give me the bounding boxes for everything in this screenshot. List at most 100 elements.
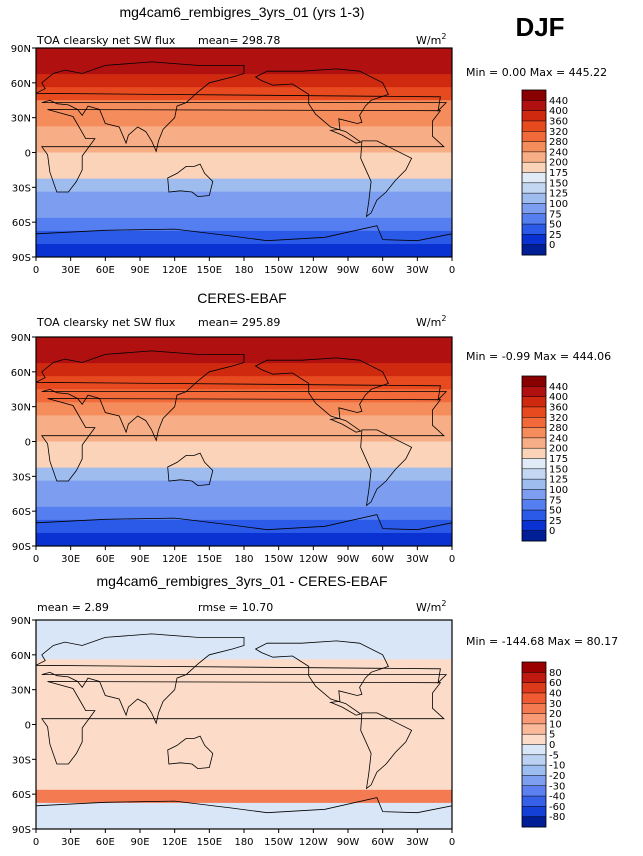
colorbar-swatch [522,489,546,501]
colorbar-swatch [522,734,546,745]
y-axis: 90N 60N 30N 0 30S 60S 90S [11,616,36,836]
x-tick-label: 60W [371,554,394,565]
colorbar-label: 400 [549,106,568,117]
x-tick-label: 180 [234,554,253,565]
lat-band [36,165,452,180]
colorbar-swatch [522,806,546,818]
x-tick-label: 150W [264,837,293,848]
colorbar-swatch [522,100,546,112]
colorbar-label: 200 [549,158,568,169]
x-tick-label: 90E [130,265,149,276]
lat-band [36,152,452,167]
y-tick-label: 30N [11,114,31,125]
lat-band [36,454,452,469]
colorbar-label: -30 [549,781,565,792]
x-tick-label: 150W [264,265,293,276]
variable-label: TOA clearsky net SW flux [36,316,176,329]
colorbar-swatch [522,672,546,684]
colorbar-swatch [522,224,546,235]
colorbar-label: 280 [549,137,568,148]
x-axis: 0 30E 60E 90E 120E 150E 180 150W 120W 90W 60W 30W 0 [33,829,455,848]
x-tick-label: 120E [162,265,187,276]
colorbar-swatch [522,396,546,408]
coastline [167,163,214,198]
x-tick-label: 90E [130,837,149,848]
coastline [254,640,389,716]
lat-band [36,402,452,416]
colorbar-swatch [522,110,546,122]
coastline [36,225,452,257]
y-tick-label: 0 [25,149,31,160]
colorbar-label: 240 [549,433,568,444]
y-tick-label: 90N [11,44,31,55]
colorbar-swatch [522,499,546,511]
colorbar-label: 0 [549,740,555,751]
lat-band [36,217,452,232]
colorbar-swatch [522,406,546,418]
colorbar-swatch [522,785,546,797]
lat-band [36,337,452,351]
variable-label: TOA clearsky net SW flux [36,34,176,47]
y-axis: 90N 60N 30N 0 30S 60S 90S [11,44,36,264]
lat-band [36,467,452,482]
colorbar-swatch [522,193,546,204]
x-tick-label: 60W [371,265,394,276]
lat-band [36,737,452,752]
x-tick-label: 120W [299,265,328,276]
y-tick-label: 60N [11,651,31,662]
lat-band [36,48,452,62]
colorbar-label: 125 [549,189,568,200]
y-tick-label: 90S [12,253,31,264]
lat-band [36,441,452,456]
lat-band [36,685,452,699]
colorbar-label: 150 [549,178,568,189]
x-tick-label: 30W [406,554,429,565]
colorbar-swatch [522,376,546,387]
colorbar-swatch [522,744,546,756]
colorbar-swatch [522,520,546,532]
coastlines [36,350,452,546]
coastlines [36,633,452,829]
x-tick-label: 180 [234,265,253,276]
coastline [36,514,452,546]
x-tick-label: 60E [96,265,115,276]
colorbar-swatch [522,796,546,807]
y-tick-label: 60S [12,507,31,518]
lat-band [36,126,452,141]
y-tick-label: 30S [12,472,31,483]
colorbar-label: 40 [549,688,562,699]
colorbar-label: 360 [549,402,568,413]
colorbar-swatch [522,754,546,766]
colorbar-swatch [522,468,546,480]
coastline [36,797,452,829]
y-tick-label: 30S [12,755,31,766]
colorbar-label: -40 [549,792,565,803]
colorbar-label: 125 [549,475,568,486]
lat-band [36,87,452,101]
x-tick-label: 150E [197,837,222,848]
coastline [360,140,413,218]
coastline [41,681,445,765]
x-tick-label: 150E [197,265,222,276]
colorbar-label: 60 [549,678,562,689]
units-label: W/m2 [416,599,446,614]
lat-band [36,815,452,829]
coastline [167,452,214,487]
x-tick-label: 30W [406,265,429,276]
lat-band [36,74,452,88]
coastline [167,735,214,770]
colorbar-label: 280 [549,423,568,434]
y-tick-label: 30N [11,403,31,414]
colorbar-swatch [522,692,546,704]
y-tick-label: 90S [12,825,31,836]
minmax-label: Min = -144.68 Max = 80.17 [466,635,618,648]
x-tick-label: 0 [33,554,39,565]
colorbar-swatch [522,448,546,459]
lat-band [36,139,452,154]
x-tick-label: 60W [371,837,394,848]
colorbar-swatch [522,234,546,246]
colorbar-label: 200 [549,444,568,455]
colorbar-swatch [522,172,546,184]
y-tick-label: 30S [12,183,31,194]
